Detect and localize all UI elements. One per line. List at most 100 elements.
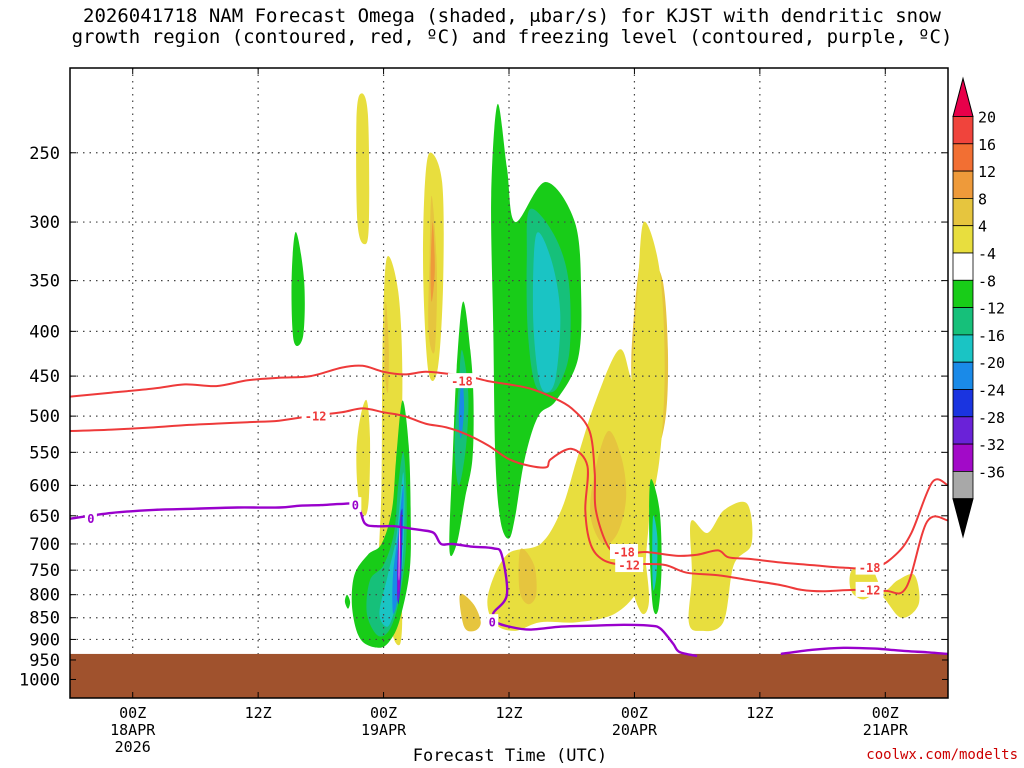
xtick-label-18: 12Z [245, 704, 272, 722]
xtick-label-78: 00Z [872, 704, 899, 722]
chart-title-line2: growth region (contoured, red, ºC) and f… [71, 26, 953, 48]
ytick-label-650: 650 [29, 507, 60, 527]
svg-text:-18: -18 [451, 375, 473, 389]
freezing-contour-0 [70, 502, 698, 658]
ytick-label-700: 700 [29, 535, 60, 555]
colorbar-label-1: 16 [978, 136, 996, 154]
chart-title-line1: 2026041718 NAM Forecast Omega (shaded, μ… [83, 5, 941, 27]
ground-fill [70, 653, 948, 698]
omega-region-7 [384, 301, 389, 394]
freezing-label-0: 0 [84, 510, 97, 526]
ytick-label-800: 800 [29, 586, 60, 606]
xtick-date-78: 21APR [863, 721, 909, 739]
svg-text:-18: -18 [613, 546, 635, 560]
svg-text:-18: -18 [859, 561, 881, 575]
dgz-contour--12 [70, 407, 948, 595]
xtick-label-30: 00Z [370, 704, 397, 722]
colorbar-bin-2 [952, 143, 974, 172]
ytick-label-950: 950 [29, 651, 60, 671]
colorbar-bottom-arrow [952, 498, 974, 539]
colorbar-label-2: 12 [978, 163, 996, 181]
ytick-label-300: 300 [29, 213, 60, 233]
ytick-label-550: 550 [29, 443, 60, 463]
omega-region-0 [356, 93, 370, 245]
ytick-label-900: 900 [29, 630, 60, 650]
omega-region-17 [344, 594, 351, 609]
colorbar-bin-1 [952, 116, 974, 145]
chart-title: 2026041718 NAM Forecast Omega (shaded, μ… [0, 6, 1024, 48]
svg-text:-12: -12 [859, 583, 881, 597]
xtick-date-6: 18APR [110, 721, 156, 739]
xtick-label-6: 00Z [119, 704, 146, 722]
xtick-year-6: 2026 [115, 738, 151, 756]
omega-region-20 [458, 376, 465, 439]
dgz-label--12-0: -12 [301, 408, 330, 424]
colorbar-label-9: -20 [978, 354, 1005, 372]
ytick-label-850: 850 [29, 609, 60, 629]
colorbar-bin-13 [952, 443, 974, 472]
colorbar-bin-14 [952, 470, 974, 500]
xtick-date-30: 19APR [361, 721, 407, 739]
dgz-label--12-2: -12 [855, 581, 884, 597]
colorbar-label-5: -4 [978, 245, 996, 263]
colorbar-label-13: -36 [978, 463, 1005, 481]
omega-region-29 [518, 548, 537, 605]
colorbar-label-4: 4 [978, 218, 987, 236]
freezing-contour-1 [780, 646, 948, 656]
colorbar-label-8: -16 [978, 327, 1005, 345]
omega-region-5 [356, 399, 371, 516]
site-credit[interactable]: coolwx.com/modelts [866, 747, 1018, 763]
dgz-label--12-1: -12 [615, 557, 644, 573]
omega-region-34 [688, 501, 753, 632]
ytick-label-450: 450 [29, 367, 60, 387]
ytick-label-400: 400 [29, 322, 60, 342]
xtick-label-42: 12Z [495, 704, 522, 722]
ytick-label-600: 600 [29, 476, 60, 496]
colorbar-bin-10 [952, 361, 974, 390]
omega-region-4 [430, 222, 435, 302]
colorbar-label-10: -24 [978, 382, 1005, 400]
omega-region-16 [398, 525, 400, 581]
ytick-label-250: 250 [29, 144, 60, 164]
dgz-label--18-0: -18 [447, 373, 476, 389]
x-axis-label: Forecast Time (UTC) [412, 746, 608, 766]
ytick-label-750: 750 [29, 561, 60, 581]
dgz-contour--18 [70, 364, 948, 570]
colorbar-bin-9 [952, 334, 974, 363]
colorbar-bin-3 [952, 170, 974, 199]
svg-text:-12: -12 [305, 410, 327, 424]
colorbar-label-6: -8 [978, 272, 996, 290]
colorbar-label-11: -28 [978, 409, 1005, 427]
colorbar-label-12: -32 [978, 436, 1005, 454]
ytick-label-350: 350 [29, 272, 60, 292]
colorbar-bin-4 [952, 197, 974, 227]
svg-text:0: 0 [489, 616, 496, 630]
colorbar-bin-6 [952, 252, 974, 281]
colorbar-bin-5 [952, 225, 974, 254]
svg-text:-12: -12 [618, 559, 640, 573]
ytick-label-500: 500 [29, 407, 60, 427]
colorbar-bin-7 [952, 279, 974, 308]
colorbar-bin-8 [952, 307, 974, 336]
xtick-label-66: 12Z [746, 704, 773, 722]
freezing-label-2: 0 [486, 614, 499, 630]
dgz-label--18-2: -18 [855, 559, 884, 575]
xtick-label-54: 00Z [621, 704, 648, 722]
colorbar-bin-12 [952, 416, 974, 445]
svg-text:0: 0 [352, 499, 359, 513]
colorbar-label-7: -12 [978, 300, 1005, 318]
colorbar-label-0: 20 [978, 109, 996, 127]
xtick-date-54: 20APR [612, 721, 658, 739]
freezing-label-1: 0 [349, 497, 362, 513]
omega-region-1 [291, 232, 305, 346]
omega-region-23 [532, 232, 561, 393]
colorbar-bin-11 [952, 389, 974, 418]
ytick-label-1000: 1000 [19, 670, 60, 690]
svg-text:0: 0 [87, 512, 94, 526]
omega-region-30 [459, 593, 481, 632]
colorbar: 20 16 12 8 4 -4 -8 -12 -16 -20 -24 -28 -32 -36 [952, 76, 1005, 539]
colorbar-top-arrow [952, 76, 974, 117]
dgz-label--18-1: -18 [609, 544, 638, 560]
